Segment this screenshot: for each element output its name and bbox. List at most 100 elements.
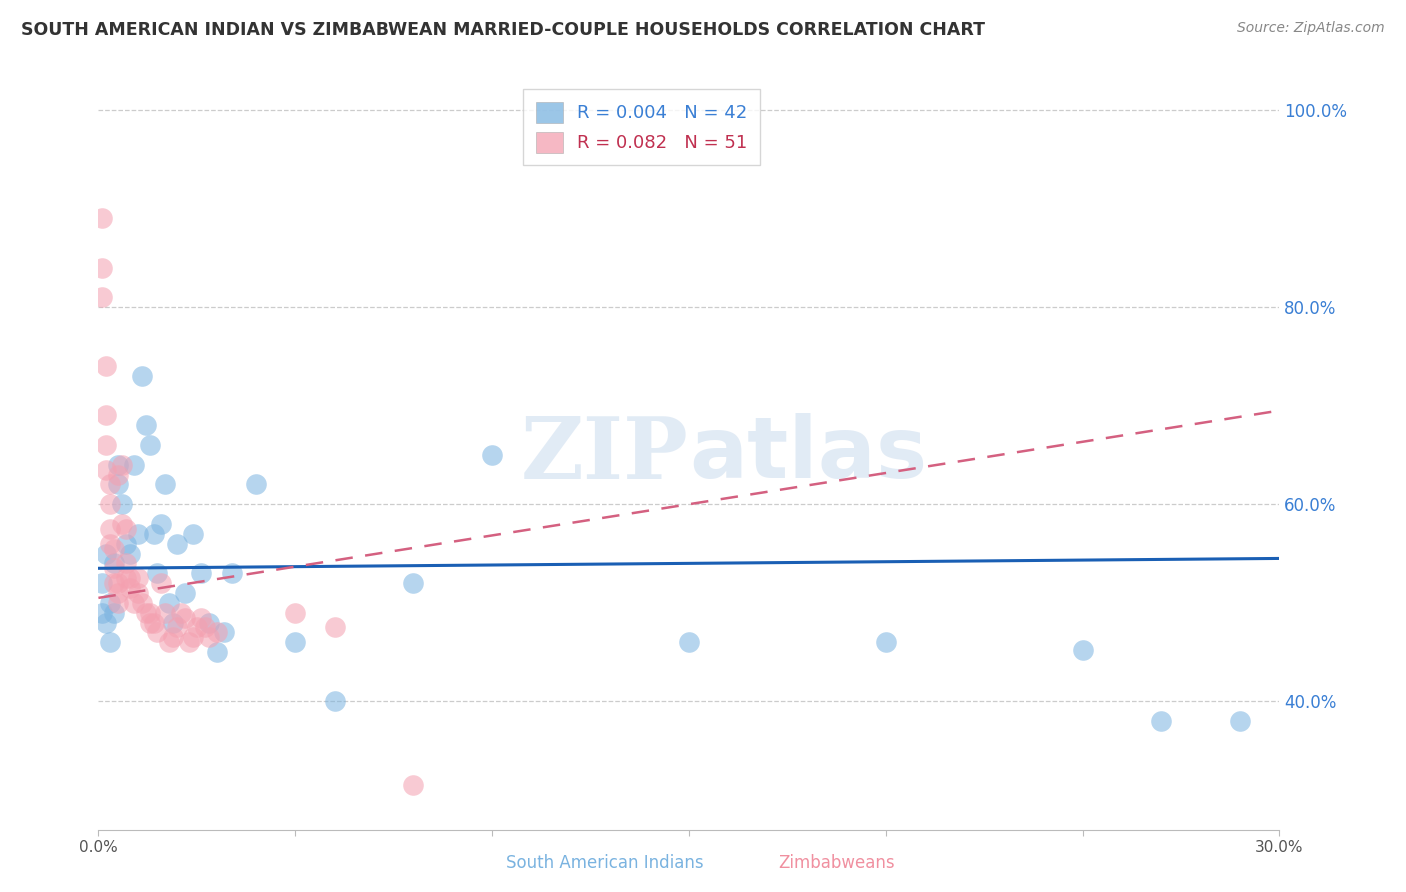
Point <box>323 620 346 634</box>
Point <box>96 615 118 630</box>
Point <box>115 557 138 571</box>
Point <box>107 477 129 491</box>
Text: Zimbabweans: Zimbabweans <box>779 855 894 872</box>
Point <box>166 620 188 634</box>
Point <box>103 557 125 571</box>
Point <box>146 566 169 581</box>
Point <box>138 606 160 620</box>
Point <box>111 458 134 472</box>
Point <box>118 571 141 585</box>
Point <box>98 596 121 610</box>
Point <box>138 438 160 452</box>
Point <box>221 566 243 581</box>
Point <box>402 778 425 792</box>
Point <box>103 561 125 575</box>
Point <box>157 596 180 610</box>
Point <box>111 516 134 531</box>
Point <box>91 290 114 304</box>
Point <box>122 596 145 610</box>
Point <box>135 418 157 433</box>
Point <box>284 606 307 620</box>
Point <box>96 438 118 452</box>
Point <box>481 448 503 462</box>
Point <box>96 359 118 374</box>
Point <box>122 458 145 472</box>
Point <box>181 526 204 541</box>
Point <box>91 576 114 591</box>
Point <box>103 541 125 556</box>
Point <box>98 536 121 550</box>
Point <box>96 409 118 423</box>
Point <box>678 635 700 649</box>
Point <box>115 536 138 550</box>
Point <box>98 635 121 649</box>
Point <box>157 635 180 649</box>
Point <box>103 606 125 620</box>
Point <box>197 615 219 630</box>
Point <box>91 606 114 620</box>
Point <box>127 571 149 585</box>
Point <box>91 260 114 275</box>
Point <box>146 625 169 640</box>
Point <box>98 477 121 491</box>
Point <box>284 635 307 649</box>
Point <box>875 635 897 649</box>
Text: ZIP: ZIP <box>522 413 689 497</box>
Point <box>205 625 228 640</box>
Point <box>174 610 197 624</box>
Point <box>107 458 129 472</box>
Point <box>190 566 212 581</box>
Point <box>115 571 138 585</box>
Point <box>170 606 193 620</box>
Point <box>155 606 177 620</box>
Point <box>177 635 200 649</box>
Text: SOUTH AMERICAN INDIAN VS ZIMBABWEAN MARRIED-COUPLE HOUSEHOLDS CORRELATION CHART: SOUTH AMERICAN INDIAN VS ZIMBABWEAN MARR… <box>21 21 986 38</box>
Point <box>1229 714 1251 728</box>
Point <box>138 615 160 630</box>
Point <box>96 547 118 561</box>
Point <box>150 516 173 531</box>
Point <box>103 576 125 591</box>
Point <box>194 620 217 634</box>
Legend: R = 0.004   N = 42, R = 0.082   N = 51: R = 0.004 N = 42, R = 0.082 N = 51 <box>523 89 761 165</box>
Point <box>162 615 184 630</box>
Point <box>162 630 184 644</box>
Point <box>402 576 425 591</box>
Text: Source: ZipAtlas.com: Source: ZipAtlas.com <box>1237 21 1385 35</box>
Point <box>98 497 121 511</box>
Point <box>166 536 188 550</box>
Point <box>150 576 173 591</box>
Point <box>323 694 346 708</box>
Point <box>107 596 129 610</box>
Point <box>131 369 153 384</box>
Point <box>197 630 219 644</box>
Point <box>186 620 208 634</box>
Point <box>96 463 118 477</box>
Point <box>107 586 129 600</box>
Text: South American Indians: South American Indians <box>506 855 703 872</box>
Point <box>1071 643 1094 657</box>
Point <box>181 630 204 644</box>
Point <box>98 522 121 536</box>
Point <box>1150 714 1173 728</box>
Point <box>155 477 177 491</box>
Point <box>91 211 114 226</box>
Point <box>131 596 153 610</box>
Point <box>107 576 129 591</box>
Point <box>115 522 138 536</box>
Point <box>214 625 236 640</box>
Point <box>127 526 149 541</box>
Point <box>190 610 212 624</box>
Point <box>142 526 165 541</box>
Text: atlas: atlas <box>689 413 927 497</box>
Point <box>118 547 141 561</box>
Point <box>111 497 134 511</box>
Point <box>245 477 267 491</box>
Point <box>127 586 149 600</box>
Point <box>205 645 228 659</box>
Point <box>142 615 165 630</box>
Point <box>174 586 197 600</box>
Point <box>135 606 157 620</box>
Point <box>107 467 129 482</box>
Point <box>118 581 141 595</box>
